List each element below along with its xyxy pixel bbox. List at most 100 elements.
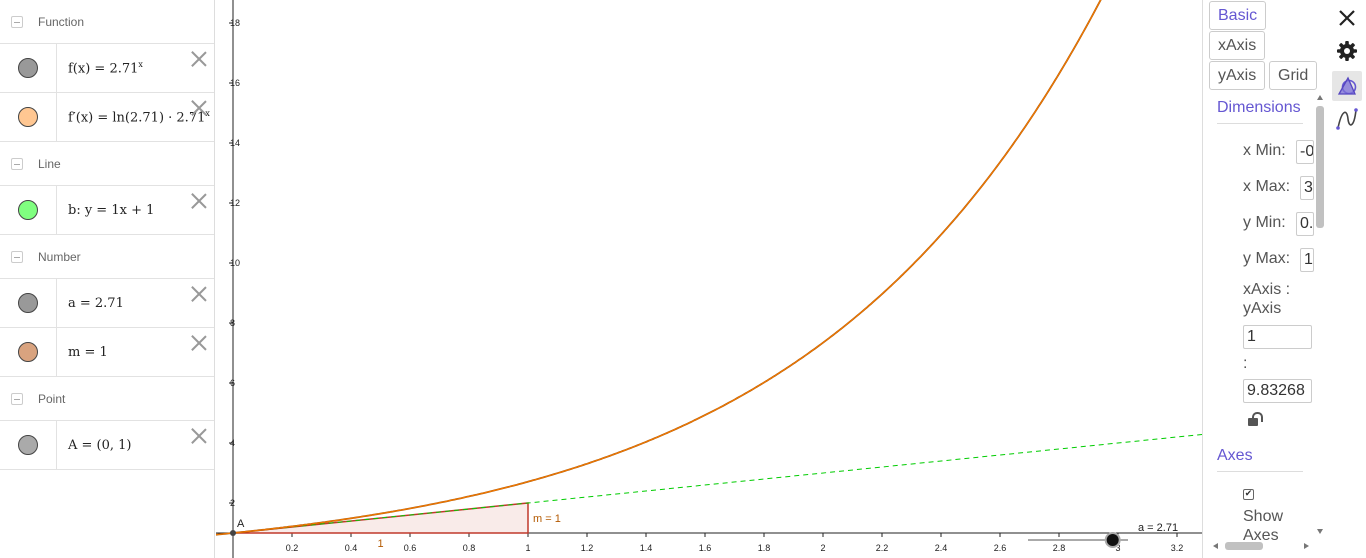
category-function[interactable]: Function [0,0,214,44]
delete-icon[interactable] [191,100,207,116]
function-fprime-curve[interactable] [216,0,1201,536]
delete-icon[interactable] [191,335,207,351]
tab-xaxis[interactable]: xAxis [1209,31,1266,60]
visibility-marker[interactable] [18,435,38,455]
algebra-expression[interactable]: m = 1 [68,344,108,360]
category-label: Function [38,14,85,29]
scroll-down-arrow[interactable] [1317,529,1323,534]
algebra-item-f[interactable]: f(x) = 2.71x [0,44,214,93]
delete-icon[interactable] [191,51,207,67]
dimensions-heading: Dimensions [1217,99,1301,116]
slider-label: a = 2.71 [1138,522,1178,534]
delete-icon[interactable] [191,286,207,302]
ratio-x-input[interactable]: 1 [1243,325,1312,349]
algebra-expression[interactable]: a = 2.71 [68,295,124,311]
y-tick-label: 2 [230,498,235,508]
horizontal-scrollbar[interactable] [1211,539,1311,553]
visibility-marker[interactable] [18,342,38,362]
slider-a[interactable] [1028,532,1128,548]
axes-heading: Axes [1217,447,1253,464]
xmin-input[interactable]: -0 [1296,140,1314,164]
tangent-line-b[interactable] [221,433,1202,535]
scroll-thumb[interactable] [1316,106,1324,228]
run-label: 1 [377,538,383,550]
visibility-marker[interactable] [18,58,38,78]
tab-grid[interactable]: Grid [1269,61,1318,90]
scroll-up-arrow[interactable] [1317,95,1323,100]
algebra-item-m[interactable]: m = 1 [0,328,214,377]
x-tick-label: 1.4 [640,543,653,553]
graphics-view-toggle[interactable] [1332,71,1362,101]
collapse-icon[interactable] [11,157,23,170]
lock-icon[interactable] [1247,412,1263,426]
ratio-y-input[interactable]: 9.83268 [1243,379,1312,403]
graphics-view[interactable]: 0.2 0.4 0.6 0.8 1 1.2 1.4 1.6 1.8 2 2.2 2.4 2.6 2.8 3 3… [216,0,1202,558]
algebra-expression[interactable]: A = (0, 1) [68,437,132,453]
delete-icon[interactable] [191,193,207,209]
x-tick-label: 0.2 [286,543,299,553]
x-tick-label: 0.8 [463,543,476,553]
properties-panel: Basic xAxis yAxis Grid Dimensions x Min:… [1202,0,1328,558]
delete-icon[interactable] [191,428,207,444]
scroll-left-arrow[interactable] [1213,543,1218,549]
tab-yaxis[interactable]: yAxis [1209,61,1266,90]
ratio-label: xAxis : [1243,281,1291,298]
slope-label: m = 1 [533,513,561,525]
gear-icon [1337,41,1357,61]
point-A[interactable] [230,530,236,536]
scroll-thumb[interactable] [1225,542,1263,550]
xmax-label: x Max: [1243,178,1291,195]
x-tick-label: 1.2 [581,543,594,553]
y-axis-ticks: 2 4 6 8 10 12 14 16 18 [229,18,240,508]
graphics2-view-toggle[interactable] [1332,104,1362,134]
xmin-label: x Min: [1243,142,1286,159]
x-tick-label: 3.2 [1171,543,1184,553]
divider [1217,471,1303,472]
y-tick-label: 16 [230,78,240,88]
close-button[interactable] [1332,3,1362,33]
show-axes-label-2: Axes [1243,527,1279,544]
y-tick-label: 4 [230,438,235,448]
y-tick-label: 18 [230,18,240,28]
tab-basic[interactable]: Basic [1209,1,1267,30]
y-tick-label: 12 [230,198,240,208]
ymax-input[interactable]: 1 [1300,248,1314,272]
slider-knob[interactable] [1104,532,1121,548]
algebra-expression[interactable]: b: y = 1x + 1 [68,202,155,218]
category-number[interactable]: Number [0,235,214,279]
ratio-label-2: yAxis [1243,300,1282,317]
x-tick-label: 0.6 [404,543,417,553]
algebra-item-A[interactable]: A = (0, 1) [0,421,214,470]
collapse-icon[interactable] [11,15,23,28]
curve-icon [1336,108,1358,130]
ymax-label: y Max: [1243,250,1291,267]
xmax-input[interactable]: 3 [1300,176,1314,200]
function-f-curve[interactable] [216,0,1201,536]
visibility-marker[interactable] [18,200,38,220]
category-line[interactable]: Line [0,142,214,186]
axes [216,0,1202,558]
scroll-right-arrow[interactable] [1304,543,1309,549]
close-icon [1339,10,1355,26]
category-label: Line [38,156,61,171]
y-tick-label: 8 [230,318,235,328]
algebra-item-b[interactable]: b: y = 1x + 1 [0,186,214,235]
category-label: Point [38,391,66,406]
vertical-scrollbar[interactable] [1313,92,1327,538]
x-tick-label: 2.2 [876,543,889,553]
category-point[interactable]: Point [0,377,214,421]
ymin-input[interactable]: 0. [1296,212,1314,236]
algebra-item-fprime[interactable]: f′(x) = ln(2.71) · 2.71x [0,93,214,142]
collapse-icon[interactable] [11,250,23,263]
algebra-expression[interactable]: f′(x) = ln(2.71) · 2.71x [68,108,210,126]
x-tick-label: 1.6 [699,543,712,553]
algebra-item-a[interactable]: a = 2.71 [0,279,214,328]
collapse-icon[interactable] [11,392,23,405]
x-tick-label: 3 [1115,543,1120,553]
show-axes-checkbox[interactable]: ✔ [1243,489,1254,500]
ymin-label: y Min: [1243,214,1286,231]
algebra-expression[interactable]: f(x) = 2.71x [68,59,143,77]
visibility-marker[interactable] [18,107,38,127]
settings-button[interactable] [1332,36,1362,66]
visibility-marker[interactable] [18,293,38,313]
